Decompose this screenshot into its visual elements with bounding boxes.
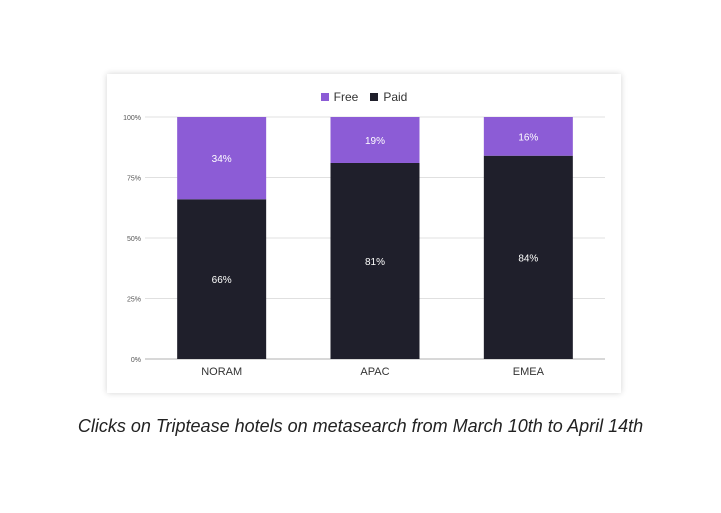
x-category-label: NORAM xyxy=(201,366,242,378)
chart-card: Free Paid 0% 25% 50% 75% 100% 66% 34% NORAM 81% 1… xyxy=(107,74,621,393)
y-tick-label: 0% xyxy=(131,357,141,364)
data-label-free: 16% xyxy=(518,132,538,143)
data-label-free: 34% xyxy=(212,154,232,165)
y-tick-label: 50% xyxy=(127,236,141,243)
bar-free-apac xyxy=(330,117,420,163)
data-label-paid: 81% xyxy=(365,257,385,268)
legend-label-free: Free xyxy=(333,90,359,104)
x-category-label: APAC xyxy=(360,366,389,378)
bar-paid-emea xyxy=(483,155,573,359)
x-category-label: EMEA xyxy=(513,366,545,378)
chart-caption: Clicks on Triptease hotels on metasearch… xyxy=(77,416,644,436)
chart-legend: Free Paid xyxy=(107,90,621,104)
legend-swatch-paid xyxy=(370,93,379,101)
data-label-paid: 66% xyxy=(212,275,232,286)
legend-item-paid: Paid xyxy=(370,90,407,104)
y-tick-label: 100% xyxy=(123,115,141,122)
stacked-bar-chart: 0% 25% 50% 75% 100% 66% 34% NORAM 81% 19% APAC 84% 1… xyxy=(123,115,605,378)
y-tick-label: 25% xyxy=(127,297,141,304)
legend-item-free: Free xyxy=(320,90,359,104)
legend-label-paid: Paid xyxy=(383,90,408,104)
legend-swatch-free xyxy=(320,93,329,101)
data-label-paid: 84% xyxy=(518,253,538,264)
bar-free-noram xyxy=(177,117,267,200)
bar-free-emea xyxy=(483,117,573,156)
bar-paid-apac xyxy=(330,162,420,359)
bar-paid-noram xyxy=(177,199,267,359)
y-tick-label: 75% xyxy=(127,176,141,183)
data-label-free: 19% xyxy=(365,136,385,147)
